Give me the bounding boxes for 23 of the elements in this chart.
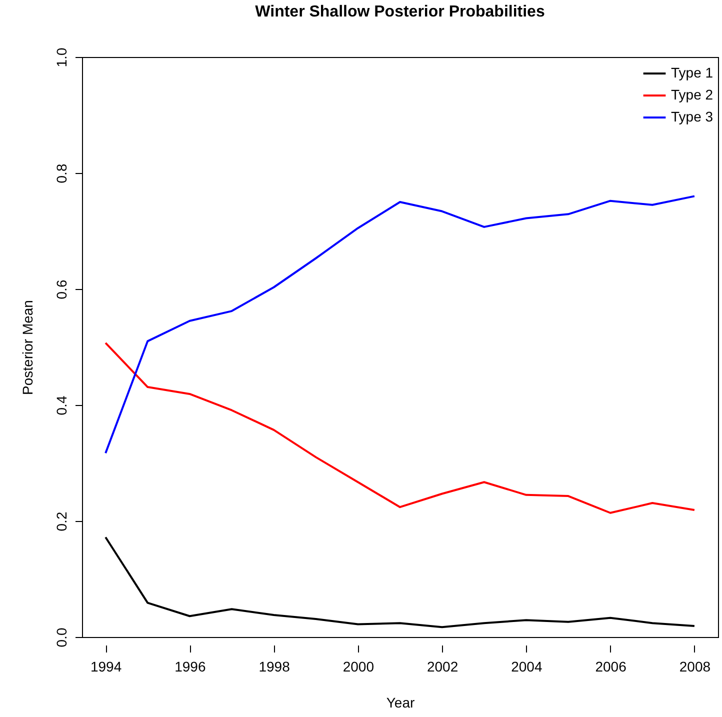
- x-tick-label: 2002: [426, 658, 458, 674]
- legend-label: Type 3: [671, 108, 714, 124]
- chart-title: Winter Shallow Posterior Probabilities: [255, 3, 545, 20]
- x-tick-label: 2008: [679, 658, 711, 674]
- y-tick-label: 0.0: [54, 628, 70, 648]
- x-tick-label: 1994: [90, 658, 122, 674]
- y-tick-label: 0.2: [54, 512, 70, 532]
- x-tick-label: 1998: [258, 658, 290, 674]
- x-tick-label: 2000: [342, 658, 374, 674]
- x-tick-label: 2006: [595, 658, 627, 674]
- legend-label: Type 1: [671, 64, 714, 80]
- y-axis-title: Posterior Mean: [20, 300, 36, 395]
- x-axis-title: Year: [386, 694, 415, 710]
- line-series: [104, 342, 696, 514]
- legend-label: Type 2: [671, 86, 714, 102]
- y-tick-label: 1.0: [54, 48, 70, 68]
- y-tick-label: 0.8: [54, 164, 70, 184]
- x-tick-label: 1996: [174, 658, 206, 674]
- y-tick-label: 0.6: [54, 280, 70, 300]
- line-series: [104, 195, 696, 454]
- line-series: [104, 536, 696, 628]
- y-tick-label: 0.4: [54, 396, 70, 416]
- x-tick-label: 2004: [511, 658, 542, 674]
